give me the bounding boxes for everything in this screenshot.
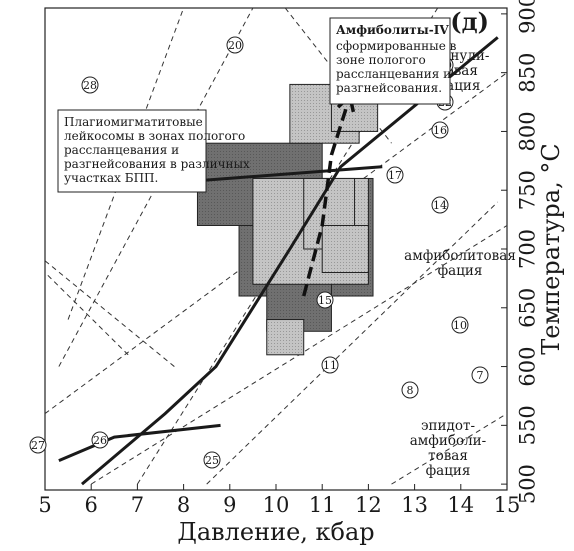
zone-marker-28 bbox=[81, 76, 99, 94]
panel-label: (д) bbox=[450, 7, 489, 36]
zone-marker-14 bbox=[431, 196, 449, 214]
note-gray-line-1: Плагиомигматитовые bbox=[64, 115, 203, 129]
facies-epidote_amphibolite-line-3: товая bbox=[428, 448, 468, 464]
zone-marker-16 bbox=[431, 121, 449, 139]
y-tick-label-550: 550 bbox=[516, 405, 540, 445]
zone-number-27: 27 bbox=[31, 439, 45, 452]
y-tick-label-700: 700 bbox=[516, 229, 540, 269]
x-tick-label-13: 13 bbox=[401, 493, 428, 517]
zone-marker-10 bbox=[451, 316, 469, 334]
zone-number-15: 15 bbox=[318, 294, 332, 307]
zone-number-16: 16 bbox=[433, 124, 447, 137]
note-dark-box bbox=[329, 17, 451, 105]
zone-marker-27 bbox=[29, 436, 47, 454]
x-tick-label-6: 6 bbox=[85, 493, 98, 517]
zone-number-7: 7 bbox=[477, 369, 484, 382]
note-gray-line-4: разгнейсования в различных bbox=[64, 157, 250, 171]
facies-amphibolite-line-1: амфиболитовая bbox=[404, 248, 516, 264]
trend-arrow bbox=[302, 95, 352, 297]
pt-box-6 bbox=[321, 224, 369, 274]
zone-marker-11 bbox=[321, 356, 339, 374]
zone-number-26: 26 bbox=[93, 434, 107, 447]
reaction-line-1 bbox=[44, 72, 508, 414]
zone-marker-8 bbox=[401, 381, 419, 399]
y-tick-label-650: 650 bbox=[516, 288, 540, 328]
note-gray-line-3: рассланцевания и bbox=[64, 143, 179, 157]
reaction-line-9 bbox=[44, 260, 175, 367]
zone-number-10: 10 bbox=[453, 319, 467, 332]
y-tick-label-500: 500 bbox=[516, 464, 540, 504]
x-tick-label-15: 15 bbox=[494, 493, 521, 517]
y-tick-label-900: 900 bbox=[516, 0, 540, 34]
zone-number-20: 20 bbox=[228, 39, 242, 52]
x-tick-label-14: 14 bbox=[447, 493, 474, 517]
note-gray-box bbox=[57, 109, 207, 193]
zone-marker-15 bbox=[316, 291, 334, 309]
y-axis-label: Температура, °C bbox=[537, 143, 565, 354]
note-dark-line-1: сформированные в bbox=[336, 39, 457, 53]
reaction-line-7 bbox=[206, 201, 499, 485]
facies-amphibolite-line-2: фация bbox=[438, 263, 483, 279]
zone-number-11: 11 bbox=[323, 359, 337, 372]
reaction-line-3 bbox=[391, 413, 508, 485]
facies-epidote_amphibolite-line-2: амфиболи- bbox=[410, 433, 487, 449]
boundary-major_A bbox=[80, 36, 499, 486]
x-tick-label-10: 10 bbox=[263, 493, 290, 517]
y-tick-label-600: 600 bbox=[516, 347, 540, 387]
boundary-major_C bbox=[58, 423, 221, 462]
note-dark-line-2: зоне пологого bbox=[336, 53, 426, 67]
x-tick-label-12: 12 bbox=[355, 493, 382, 517]
zone-number-28: 28 bbox=[83, 79, 97, 92]
reaction-line-8 bbox=[44, 272, 129, 356]
zone-number-14: 14 bbox=[433, 199, 447, 212]
x-axis-label: Давление, кбар bbox=[177, 518, 374, 546]
note-gray-line-5: участках БПП. bbox=[64, 171, 158, 185]
zone-number-17: 17 bbox=[388, 169, 402, 182]
x-tick-label-7: 7 bbox=[131, 493, 144, 517]
zone-number-25: 25 bbox=[205, 454, 219, 467]
y-tick-label-850: 850 bbox=[516, 53, 540, 93]
pt-box-9 bbox=[266, 319, 305, 356]
note-gray-line-2: лейкосомы в зонах пологого bbox=[64, 129, 245, 143]
note-dark-line-4: разгнейсования. bbox=[336, 81, 442, 95]
zone-number-8: 8 bbox=[407, 384, 414, 397]
x-tick-label-11: 11 bbox=[309, 493, 336, 517]
zone-marker-7 bbox=[471, 366, 489, 384]
x-tick-label-5: 5 bbox=[38, 493, 51, 517]
zone-marker-25 bbox=[203, 451, 221, 469]
y-tick-label-750: 750 bbox=[516, 170, 540, 210]
facies-epidote_amphibolite-line-1: эпидот- bbox=[421, 418, 475, 434]
y-tick-label-800: 800 bbox=[516, 111, 540, 151]
zone-marker-17 bbox=[386, 166, 404, 184]
x-tick-label-8: 8 bbox=[177, 493, 190, 517]
x-tick-label-9: 9 bbox=[223, 493, 236, 517]
zone-marker-26 bbox=[91, 431, 109, 449]
note-dark-title: Амфиболиты-IV bbox=[336, 23, 449, 37]
note-dark-line-3: рассланцевания и bbox=[336, 67, 451, 81]
facies-epidote_amphibolite-line-4: фация bbox=[426, 463, 471, 479]
reaction-line-4 bbox=[58, 7, 254, 367]
zone-marker-20 bbox=[226, 36, 244, 54]
